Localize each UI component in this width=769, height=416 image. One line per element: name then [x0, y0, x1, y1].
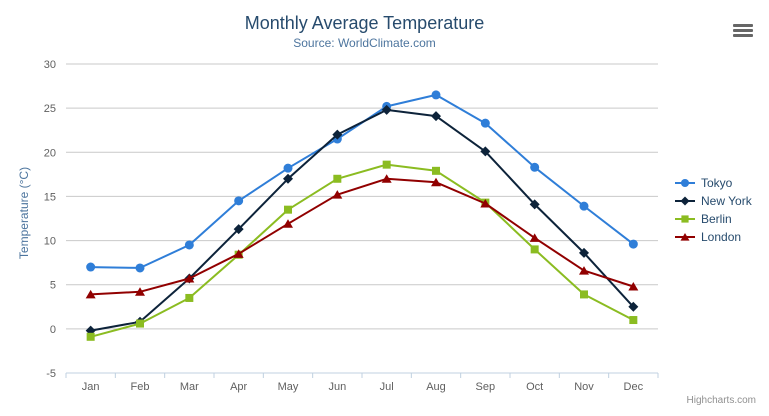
context-menu-button[interactable]	[730, 19, 756, 41]
data-point-new-york-apr[interactable]	[233, 224, 244, 235]
x-axis-label: Apr	[230, 381, 247, 393]
data-point-london-jul[interactable]	[381, 174, 392, 183]
data-point-london-nov[interactable]	[579, 266, 589, 275]
y-axis-label: 30	[44, 59, 56, 71]
data-point-new-york-sep[interactable]	[480, 146, 491, 157]
data-point-london-mar[interactable]	[184, 274, 195, 283]
series-line-tokyo[interactable]	[89, 93, 635, 269]
legend-marker-square-icon	[675, 215, 695, 223]
data-point-new-york-dec[interactable]	[628, 301, 639, 312]
data-point-london-aug[interactable]	[431, 177, 441, 187]
y-axis-label: 0	[50, 324, 56, 336]
data-point-london-apr[interactable]	[233, 249, 244, 258]
legend-marker-diamond-icon	[675, 196, 695, 206]
x-axis-label: Jan	[82, 381, 100, 393]
x-axis-label: Nov	[574, 381, 594, 393]
data-point-london-feb[interactable]	[135, 287, 145, 296]
data-point-berlin-jul[interactable]	[382, 160, 391, 169]
data-point-berlin-mar[interactable]	[185, 293, 194, 302]
legend-item-new-york[interactable]: New York	[674, 192, 752, 210]
legend-item-tokyo[interactable]: Tokyo	[674, 174, 752, 192]
data-point-tokyo-jan[interactable]	[86, 262, 96, 272]
x-axis-label: Jun	[328, 381, 346, 393]
data-point-london-oct[interactable]	[529, 233, 540, 242]
data-point-berlin-jan[interactable]	[86, 332, 95, 341]
x-axis-label: Dec	[624, 381, 644, 393]
data-point-tokyo-dec[interactable]	[628, 239, 638, 249]
data-point-berlin-nov[interactable]	[580, 290, 588, 299]
legend-item-berlin[interactable]: Berlin	[674, 210, 752, 228]
data-point-new-york-nov[interactable]	[579, 247, 589, 258]
legend-label: Tokyo	[701, 176, 733, 190]
data-point-berlin-jun[interactable]	[333, 174, 342, 183]
credits-link[interactable]: Highcharts.com	[686, 395, 756, 406]
x-axis-label: Mar	[180, 381, 199, 393]
data-point-tokyo-sep[interactable]	[480, 118, 490, 128]
y-axis-label: -5	[46, 368, 56, 380]
data-point-berlin-aug[interactable]	[432, 166, 440, 175]
data-point-london-jun[interactable]	[332, 190, 343, 199]
chart-title: Monthly Average Temperature	[244, 13, 485, 33]
data-point-london-sep[interactable]	[480, 198, 491, 208]
y-axis-label: 10	[44, 236, 56, 248]
legend-label: London	[701, 230, 742, 244]
data-point-new-york-may[interactable]	[283, 173, 293, 184]
data-point-london-may[interactable]	[283, 219, 293, 228]
data-point-tokyo-feb[interactable]	[135, 263, 145, 273]
legend-item-london[interactable]: London	[674, 228, 752, 246]
x-axis-label: Aug	[426, 381, 446, 393]
data-point-new-york-oct[interactable]	[529, 199, 540, 210]
series-line-berlin[interactable]	[89, 163, 635, 338]
data-point-london-dec[interactable]	[628, 281, 639, 291]
y-axis-label: 15	[44, 191, 56, 203]
data-point-new-york-jun[interactable]	[332, 129, 343, 140]
hamburger-icon	[733, 23, 753, 37]
y-axis-label: 5	[50, 280, 56, 292]
legend-marker-triangle-icon	[675, 232, 695, 241]
chart-subtitle: Source: WorldClimate.com	[293, 36, 436, 50]
data-point-tokyo-may[interactable]	[283, 163, 293, 173]
y-axis-label: 25	[44, 103, 56, 115]
data-point-new-york-jul[interactable]	[381, 104, 392, 115]
series-line-new-york[interactable]	[89, 108, 635, 332]
data-point-london-jan[interactable]	[85, 289, 96, 299]
legend-marker-circle-icon	[675, 178, 695, 188]
data-point-berlin-oct[interactable]	[530, 245, 539, 254]
legend-label: New York	[701, 194, 752, 208]
data-point-tokyo-oct[interactable]	[530, 162, 540, 172]
legend-label: Berlin	[701, 212, 732, 226]
x-axis-label: May	[278, 381, 299, 393]
data-point-berlin-may[interactable]	[284, 205, 292, 214]
series-london[interactable]	[85, 174, 639, 299]
x-axis-label: Feb	[131, 381, 150, 393]
y-axis-label: 20	[44, 147, 56, 159]
x-axis-label: Oct	[526, 381, 543, 393]
x-axis-label: Jul	[380, 381, 394, 393]
x-axis-label: Sep	[476, 381, 496, 393]
data-point-berlin-feb[interactable]	[136, 319, 144, 328]
data-point-tokyo-nov[interactable]	[579, 201, 589, 211]
data-point-new-york-aug[interactable]	[431, 111, 441, 122]
data-point-tokyo-aug[interactable]	[431, 90, 441, 100]
series-new-york[interactable]	[85, 104, 639, 336]
series-line-london[interactable]	[89, 177, 635, 296]
data-point-tokyo-apr[interactable]	[234, 196, 244, 206]
data-point-berlin-dec[interactable]	[629, 316, 638, 325]
series-tokyo[interactable]	[86, 90, 638, 273]
legend: Tokyo New York Berlin London	[674, 174, 752, 246]
data-point-tokyo-mar[interactable]	[184, 240, 194, 250]
